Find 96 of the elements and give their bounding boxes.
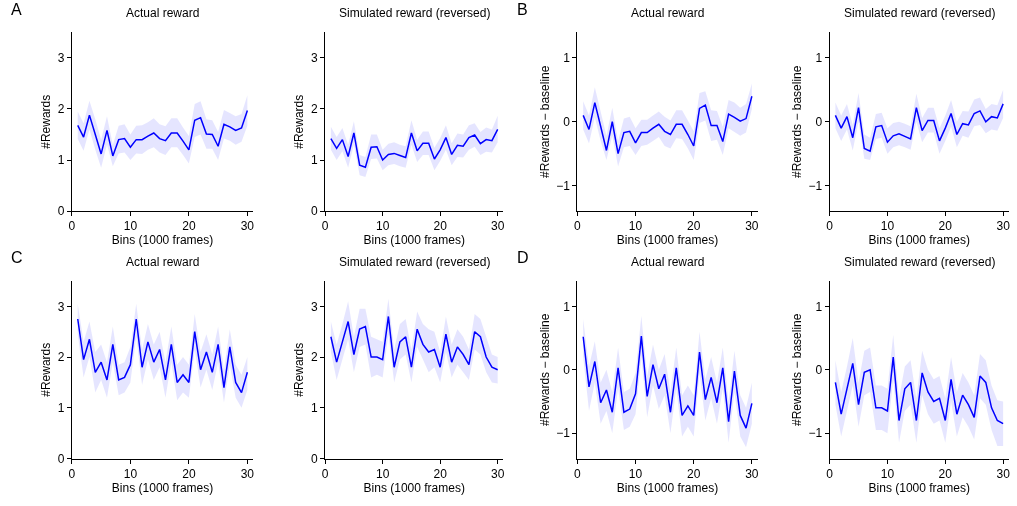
y-tick-label: 1 [57, 153, 65, 168]
line-series [76, 318, 249, 394]
x-tick-label: 0 [321, 219, 329, 234]
y-tick-label: 0 [563, 362, 571, 377]
y-tick-label: 0 [563, 114, 571, 129]
x-tick-label: 30 [490, 219, 505, 234]
x-tick-label: 10 [375, 219, 390, 234]
y-axis-title: #Rewards − baseline [789, 313, 804, 426]
x-axis-title: Bins (1000 frames) [111, 233, 214, 248]
x-axis-title: Bins (1000 frames) [363, 233, 465, 248]
line-series [330, 315, 499, 371]
y-axis-title: #Rewards [292, 94, 307, 149]
x-tick-label: 0 [826, 466, 834, 481]
y-tick-label: 3 [311, 299, 319, 314]
x-tick-label: 20 [938, 219, 953, 234]
y-axis-title: #Rewards − baseline [537, 65, 552, 178]
y-tick-label: 3 [57, 299, 65, 314]
x-tick-label: 0 [321, 466, 329, 481]
x-tick-label: 10 [123, 466, 138, 481]
y-axis-title: #Rewards − baseline [789, 65, 804, 178]
chart-title: Actual reward [126, 255, 200, 269]
x-tick-label: 30 [240, 219, 255, 234]
x-tick-label: 30 [745, 466, 759, 481]
y-tick-label: 0 [57, 451, 65, 466]
y-tick-label: −1 [556, 178, 571, 193]
y-tick-label: −1 [556, 426, 571, 441]
line-series [330, 128, 499, 168]
line-series [582, 95, 753, 155]
x-tick-label: 10 [123, 219, 138, 234]
x-tick-label: 30 [996, 466, 1011, 481]
x-tick-label: 20 [182, 466, 196, 481]
y-tick-label: 1 [563, 51, 571, 66]
y-axis-title: #Rewards [39, 94, 54, 149]
x-tick-label: 20 [433, 219, 448, 234]
y-tick-label: 2 [57, 102, 65, 117]
x-axis-title: Bins (1000 frames) [616, 233, 719, 248]
y-tick-label: 1 [563, 299, 571, 314]
x-tick-label: 10 [880, 219, 895, 234]
text: C [11, 249, 23, 266]
x-tick-label: 20 [182, 219, 196, 234]
y-tick-label: 1 [815, 299, 823, 314]
y-axis-title: #Rewards − baseline [537, 313, 552, 426]
y-tick-label: 1 [311, 401, 319, 416]
x-tick-label: 10 [628, 466, 643, 481]
x-axis-title: Bins (1000 frames) [616, 480, 719, 495]
y-tick-label: 1 [311, 153, 319, 168]
x-tick-label: 20 [687, 219, 701, 234]
x-tick-label: 0 [574, 466, 582, 481]
x-tick-label: 20 [433, 466, 448, 481]
text: B [517, 1, 528, 18]
y-tick-label: 1 [815, 51, 823, 66]
y-axis-title: #Rewards [292, 342, 307, 397]
y-tick-label: 2 [311, 350, 319, 365]
x-tick-label: 10 [375, 466, 390, 481]
x-tick-label: 0 [574, 219, 582, 234]
y-tick-label: −1 [808, 426, 823, 441]
x-tick-label: 10 [628, 219, 643, 234]
text: D [517, 249, 529, 266]
x-tick-label: 10 [880, 466, 895, 481]
y-tick-label: 0 [815, 362, 823, 377]
x-tick-label: 30 [240, 466, 255, 481]
y-tick-label: 2 [57, 350, 65, 365]
y-tick-label: 1 [57, 401, 65, 416]
x-tick-label: 20 [938, 466, 953, 481]
line-series [834, 103, 1004, 152]
line-series [582, 335, 753, 429]
x-axis-title: Bins (1000 frames) [868, 480, 970, 495]
y-tick-label: 0 [311, 204, 319, 219]
x-tick-label: 30 [490, 466, 505, 481]
y-tick-label: 0 [57, 204, 65, 219]
chart-title: Actual reward [631, 255, 705, 269]
x-axis-title: Bins (1000 frames) [111, 480, 214, 495]
line-series [76, 109, 249, 157]
chart-title: Simulated reward (reversed) [339, 6, 491, 20]
chart-title: Actual reward [631, 6, 705, 20]
y-tick-label: 3 [57, 51, 65, 66]
x-tick-label: 30 [745, 219, 759, 234]
y-tick-label: 0 [815, 114, 823, 129]
text: A [11, 1, 22, 18]
y-tick-label: 2 [311, 102, 319, 117]
x-axis-title: Bins (1000 frames) [363, 480, 465, 495]
x-tick-label: 0 [68, 466, 76, 481]
x-tick-label: 30 [996, 219, 1011, 234]
x-tick-label: 0 [826, 219, 834, 234]
y-tick-label: 3 [311, 51, 319, 66]
chart-title: Simulated reward (reversed) [844, 6, 996, 20]
chart-title: Simulated reward (reversed) [844, 255, 996, 269]
chart-title: Actual reward [126, 6, 200, 20]
y-tick-label: 0 [311, 451, 319, 466]
y-tick-label: −1 [808, 178, 823, 193]
chart-title: Simulated reward (reversed) [339, 255, 491, 269]
y-axis-title: #Rewards [39, 342, 54, 397]
x-axis-title: Bins (1000 frames) [868, 233, 970, 248]
line-series [834, 356, 1004, 425]
x-tick-label: 0 [68, 219, 76, 234]
x-tick-label: 20 [687, 466, 701, 481]
